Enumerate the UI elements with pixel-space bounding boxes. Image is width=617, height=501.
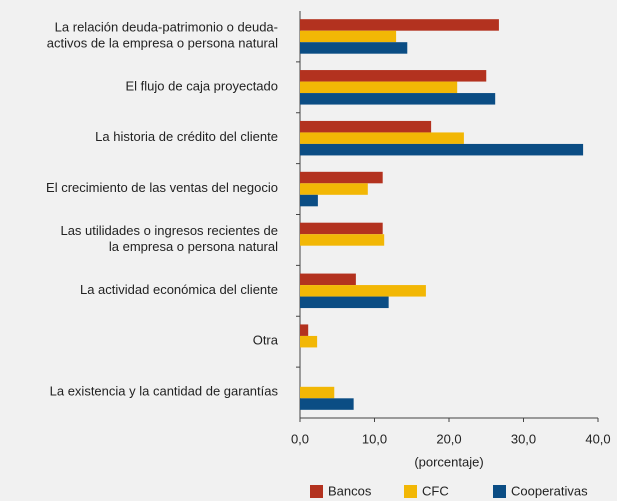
legend-swatch bbox=[404, 485, 417, 498]
x-tick-label: 20,0 bbox=[436, 431, 461, 446]
legend-swatch bbox=[310, 485, 323, 498]
bar bbox=[300, 171, 383, 184]
bar bbox=[300, 335, 318, 348]
x-tick-label: 0,0 bbox=[291, 431, 309, 446]
category-label: Las utilidades o ingresos recientes de la… bbox=[60, 223, 278, 254]
bar bbox=[300, 386, 335, 399]
x-tick-label: 10,0 bbox=[362, 431, 387, 446]
category-label: El flujo de caja proyectado bbox=[126, 79, 278, 94]
x-axis-label: (porcentaje) bbox=[414, 454, 483, 469]
bar bbox=[300, 132, 464, 144]
legend-label: Cooperativas bbox=[511, 483, 588, 498]
category-label: La relación deuda-patrimonio o deuda-act… bbox=[47, 20, 278, 51]
bar bbox=[300, 324, 309, 336]
bar bbox=[300, 143, 584, 156]
bar bbox=[300, 30, 397, 43]
bar bbox=[300, 81, 458, 94]
bar bbox=[300, 222, 383, 235]
legend-swatch bbox=[493, 485, 506, 498]
category-label: La historia de crédito del cliente bbox=[95, 130, 278, 145]
bar bbox=[300, 398, 354, 410]
bar bbox=[300, 70, 487, 82]
bar bbox=[300, 120, 432, 133]
bar bbox=[300, 93, 496, 105]
legend-label: CFC bbox=[422, 483, 449, 498]
bar bbox=[300, 296, 389, 309]
bar bbox=[300, 42, 408, 54]
bar bbox=[300, 183, 368, 195]
category-label: El crecimiento de las ventas del negocio bbox=[46, 181, 278, 196]
bar bbox=[300, 194, 318, 207]
bar bbox=[300, 285, 426, 297]
bar bbox=[300, 273, 356, 286]
bar bbox=[300, 234, 385, 246]
category-label: La existencia y la cantidad de garantías bbox=[50, 384, 279, 399]
category-label: Otra bbox=[253, 333, 279, 348]
x-tick-label: 40,0 bbox=[585, 431, 610, 446]
category-label: La actividad económica del cliente bbox=[80, 282, 278, 297]
bar bbox=[300, 19, 499, 31]
legend-label: Bancos bbox=[328, 483, 372, 498]
x-tick-label: 30,0 bbox=[511, 431, 536, 446]
